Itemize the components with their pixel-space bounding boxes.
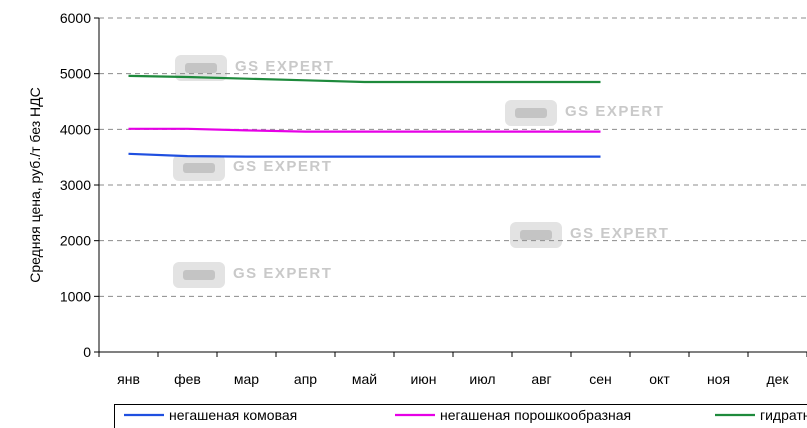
watermark-text: GS EXPERT bbox=[565, 103, 664, 120]
y-tick-label: 1000 bbox=[60, 288, 91, 304]
legend-label-1: негашеная комовая bbox=[169, 407, 297, 423]
x-tick-label: фев bbox=[174, 371, 201, 387]
x-tick-label: ноя bbox=[707, 371, 730, 387]
legend-label-3: гидратная bbox=[760, 407, 807, 423]
x-tick-label: июн bbox=[410, 371, 436, 387]
y-axis-label: Средняя цена, руб./т без НДС bbox=[27, 87, 43, 283]
watermark-logo-inner bbox=[183, 163, 215, 173]
y-tick-label: 6000 bbox=[60, 10, 91, 26]
y-tick-label: 2000 bbox=[60, 233, 91, 249]
x-tick-label: апр bbox=[294, 371, 317, 387]
x-tick-label: сен bbox=[589, 371, 612, 387]
legend-label-2: негашеная порошкообразная bbox=[440, 407, 631, 423]
watermark-text: GS EXPERT bbox=[235, 58, 334, 75]
y-tick-label: 3000 bbox=[60, 177, 91, 193]
x-tick-label: окт bbox=[649, 371, 670, 387]
watermarks: GS EXPERT GS EXPERT GS EXPERT GS EXPERT GS E… bbox=[173, 55, 669, 288]
x-tick-label: авг bbox=[531, 371, 551, 387]
watermark-logo-inner bbox=[183, 270, 215, 280]
x-tick-label: дек bbox=[766, 371, 789, 387]
series-lines bbox=[128, 74, 601, 158]
y-tick-labels: 0 1000 2000 3000 4000 5000 6000 bbox=[60, 10, 91, 360]
watermark-2: GS EXPERT bbox=[505, 100, 664, 126]
series-line-1 bbox=[128, 152, 601, 158]
watermark-5: GS EXPERT bbox=[173, 262, 332, 288]
x-tick-label: мар bbox=[234, 371, 259, 387]
watermark-logo-inner bbox=[520, 230, 552, 240]
watermark-logo-inner bbox=[515, 108, 547, 118]
watermark-text: GS EXPERT bbox=[233, 265, 332, 282]
watermark-3: GS EXPERT bbox=[173, 155, 332, 181]
series-line-2 bbox=[128, 127, 601, 133]
legend-box bbox=[114, 404, 807, 428]
y-tick-label: 4000 bbox=[60, 121, 91, 137]
watermark-text: GS EXPERT bbox=[570, 225, 669, 242]
watermark-logo-inner bbox=[185, 63, 217, 73]
y-tick-label: 5000 bbox=[60, 66, 91, 82]
legend: негашеная комовая негашеная порошкообразн… bbox=[114, 404, 807, 428]
x-tick-label: май bbox=[352, 371, 377, 387]
watermark-text: GS EXPERT bbox=[233, 158, 332, 175]
x-tick-label: июл bbox=[469, 371, 495, 387]
x-tick-labels: янв фев мар апр май июн июл авг сен окт ноя дек bbox=[117, 371, 789, 387]
series-line-3 bbox=[128, 74, 601, 84]
watermark-1: GS EXPERT bbox=[175, 55, 334, 81]
x-tick-label: янв bbox=[117, 371, 140, 387]
watermark-4: GS EXPERT bbox=[510, 222, 669, 248]
y-tick-label: 0 bbox=[83, 344, 91, 360]
axes bbox=[94, 17, 807, 357]
